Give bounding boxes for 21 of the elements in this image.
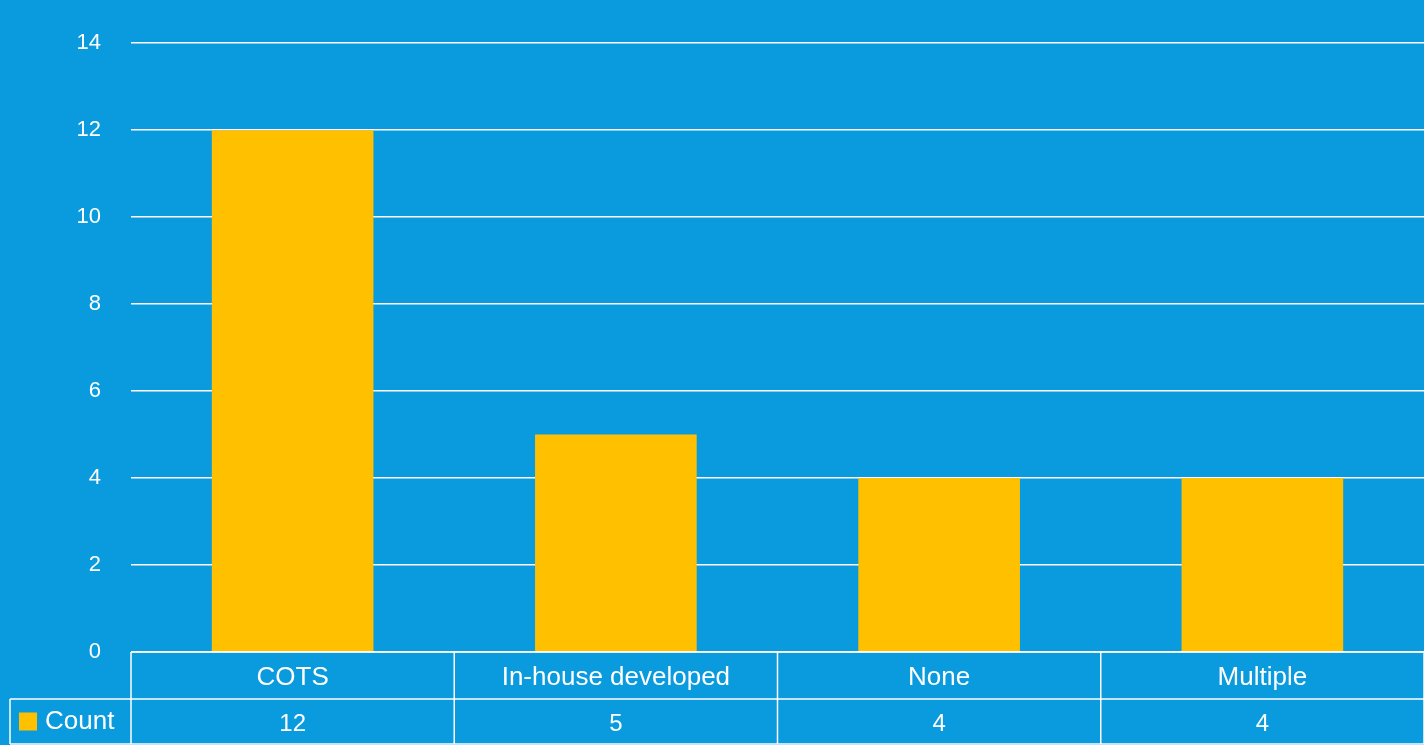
legend-label: Count — [45, 704, 116, 735]
bar — [211, 130, 374, 652]
data-label: 4 — [932, 709, 946, 737]
x-tick-label: COTS — [256, 660, 329, 691]
y-tick-label: 12 — [76, 116, 101, 142]
x-tick-label: None — [908, 660, 971, 691]
data-label: 4 — [1255, 709, 1270, 737]
bar — [535, 434, 697, 652]
bar — [858, 478, 1020, 652]
y-tick-label: 2 — [88, 551, 101, 577]
data-label: 12 — [279, 709, 306, 737]
data-label: 5 — [609, 709, 623, 737]
y-tick-label: 10 — [76, 203, 101, 229]
bar — [1181, 478, 1344, 652]
x-tick-label: Multiple — [1217, 660, 1308, 691]
x-tick-label: In-house developed — [501, 660, 731, 691]
y-tick-label: 0 — [88, 638, 101, 664]
y-tick-label: 6 — [88, 377, 101, 403]
y-tick-label: 14 — [76, 29, 101, 55]
y-tick-label: 4 — [88, 464, 101, 490]
y-tick-label: 8 — [88, 290, 101, 316]
